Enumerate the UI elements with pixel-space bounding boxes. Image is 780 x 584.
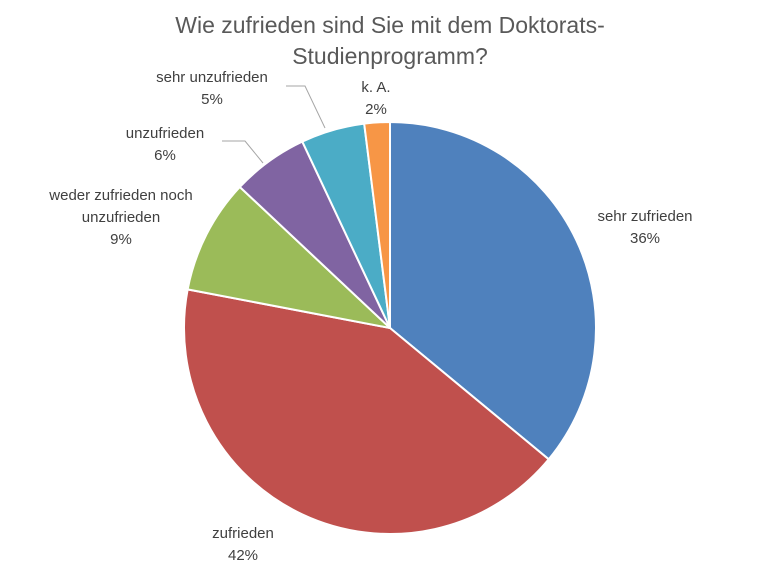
value-label: 36% [629, 230, 661, 247]
leader-line [286, 85, 326, 129]
value-label: 2% [365, 101, 387, 118]
value-label: 5% [201, 91, 223, 108]
data-label: weder zufrieden noch unzufrieden 9% [46, 185, 196, 251]
category-label: sehr unzufrieden [156, 69, 268, 86]
category-label: zufrieden [212, 525, 274, 542]
value-label: 9% [110, 231, 132, 248]
leader-line [222, 140, 264, 164]
category-label: weder zufrieden noch unzufrieden [49, 187, 193, 226]
data-label: sehr unzufrieden 5% [132, 67, 292, 111]
data-label: zufrieden 42% [173, 523, 313, 567]
data-label: k. A. 2% [336, 77, 416, 121]
value-label: 42% [227, 547, 259, 564]
value-label: 6% [154, 147, 176, 164]
pie-slice [186, 185, 394, 330]
category-label: k. A. [361, 79, 391, 96]
pie-slice [389, 120, 597, 461]
chart-title: Wie zufrieden sind Sie mit dem Doktorats… [175, 12, 605, 69]
pie-slice [363, 120, 391, 329]
data-label: unzufrieden 6% [95, 123, 235, 167]
data-label: sehr zufrieden 36% [575, 206, 715, 250]
pie-slice [183, 288, 551, 535]
category-label: unzufrieden [125, 125, 205, 142]
category-label: sehr zufrieden [597, 208, 693, 225]
